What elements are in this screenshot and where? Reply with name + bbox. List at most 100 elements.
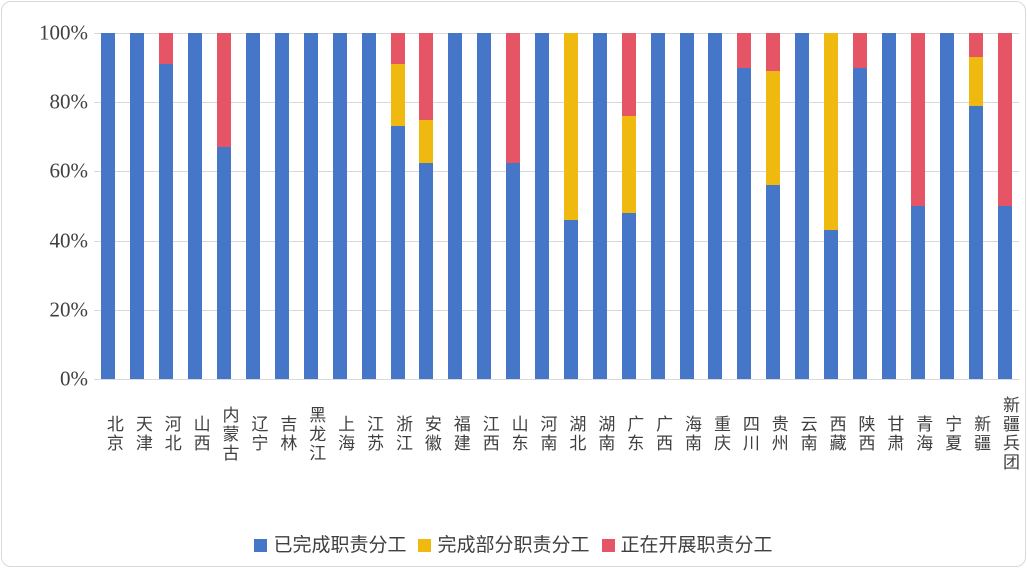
bar-column: [267, 33, 296, 379]
x-axis-label: 浙江: [392, 415, 412, 453]
bar-segment-red: [997, 33, 1012, 206]
bar-segment-red: [419, 33, 434, 120]
x-axis-label: 吉林: [277, 415, 297, 453]
gridline: [94, 171, 1019, 173]
bar-segment-yellow: [968, 57, 983, 106]
bar-stack: [679, 33, 694, 379]
plot-area: [94, 33, 1019, 380]
bar-column: [701, 33, 730, 379]
bar-column: [846, 33, 875, 379]
bar-segment-blue: [708, 33, 723, 379]
bar-stack: [795, 33, 810, 379]
y-axis: 100% 80% 60% 40% 20% 0%: [2, 2, 88, 566]
gridline: [94, 33, 1019, 34]
gridline: [94, 240, 1019, 242]
bar-stack: [217, 33, 232, 379]
bar-stack: [535, 33, 550, 379]
bar-segment-blue: [535, 33, 550, 379]
bar-column: [441, 33, 470, 379]
legend-swatch-yellow: [418, 539, 432, 552]
bar-stack: [939, 33, 954, 379]
bar-segment-blue: [592, 33, 607, 379]
bar-stack: [824, 33, 839, 379]
bar-stack: [101, 33, 116, 379]
x-axis-label: 四川: [739, 415, 759, 453]
bar-column: [903, 33, 932, 379]
bar-segment-yellow: [824, 33, 839, 231]
bar-segment-yellow: [621, 116, 636, 213]
x-axis-label: 河南: [537, 415, 557, 453]
bar-column: [181, 33, 210, 379]
bar-column: [788, 33, 817, 379]
bar-stack: [708, 33, 723, 379]
legend-swatch-red: [601, 539, 615, 552]
bar-column: [817, 33, 846, 379]
bar-segment-blue: [390, 126, 405, 379]
bar-column: [759, 33, 788, 379]
bar-segment-blue: [621, 212, 636, 379]
x-axis-label: 广东: [624, 415, 644, 453]
x-axis-label: 海南: [682, 415, 702, 453]
y-axis-tick-label: 20%: [49, 297, 89, 322]
bar-segment-blue: [997, 206, 1012, 379]
bar-column: [990, 33, 1019, 379]
bar-stack: [650, 33, 665, 379]
bar-segment-blue: [853, 67, 868, 379]
legend-item: 已完成职责分工: [254, 536, 406, 555]
bar-stack: [737, 33, 752, 379]
x-axis-label: 天津: [132, 415, 152, 453]
bar-stack: [968, 33, 983, 379]
bar-segment-red: [737, 33, 752, 68]
gridline: [94, 309, 1019, 311]
bar-segment-blue: [274, 33, 289, 379]
y-axis-tick-label: 80%: [49, 89, 89, 114]
bar-segment-blue: [361, 33, 376, 379]
legend-label: 完成部分职责分工: [437, 535, 590, 556]
bar-segment-blue: [159, 64, 174, 379]
x-axis-labels: 北京 天津 河北 山西 内蒙古 辽宁 吉林 黑龙江 上海 江苏 浙江 安徽 福建 江西 山东 河南 湖北 湖南 广东…: [94, 396, 1019, 472]
bar-segment-blue: [419, 162, 434, 379]
bar-segment-red: [217, 33, 232, 148]
bar-segment-blue: [881, 33, 896, 379]
x-axis-label: 湖北: [566, 415, 586, 453]
bar-segment-red: [159, 33, 174, 65]
bar-column: [412, 33, 441, 379]
bar-column: [672, 33, 701, 379]
bar-segment-blue: [737, 67, 752, 379]
bar-stack: [361, 33, 376, 379]
x-axis-label: 黑龙江: [306, 405, 326, 463]
bar-stack: [332, 33, 347, 379]
x-axis-label: 陕西: [855, 415, 875, 453]
x-axis-label: 西藏: [826, 415, 846, 453]
bar-column: [499, 33, 528, 379]
bar-column: [961, 33, 990, 379]
legend-item: 正在开展职责分工: [601, 536, 773, 555]
x-axis-label: 内蒙古: [219, 405, 239, 463]
bar-stack: [563, 33, 578, 379]
bar-stack: [245, 33, 260, 379]
bar-stack: [997, 33, 1012, 379]
legend-swatch-blue: [254, 539, 268, 552]
bar-stack: [159, 33, 174, 379]
x-axis-label: 新疆: [971, 415, 991, 453]
bar-segment-blue: [477, 33, 492, 379]
bar-stack: [477, 33, 492, 379]
bar-segment-red: [621, 33, 636, 117]
x-axis-label: 江苏: [364, 415, 384, 453]
bar-stack: [274, 33, 289, 379]
legend-label: 已完成职责分工: [273, 535, 407, 556]
x-axis-line: [94, 379, 1019, 380]
legend: 已完成职责分工 完成部分职责分工 正在开展职责分工: [2, 536, 1025, 555]
x-axis-label: 福建: [450, 415, 470, 453]
bar-column: [470, 33, 499, 379]
bar-stack: [448, 33, 463, 379]
bar-column: [874, 33, 903, 379]
bar-segment-blue: [101, 33, 116, 379]
x-axis-label: 江西: [479, 415, 499, 453]
bar-column: [528, 33, 557, 379]
bar-column: [643, 33, 672, 379]
y-axis-tick-label: 100%: [39, 20, 88, 45]
bar-stack: [881, 33, 896, 379]
legend-item: 完成部分职责分工: [418, 535, 590, 556]
